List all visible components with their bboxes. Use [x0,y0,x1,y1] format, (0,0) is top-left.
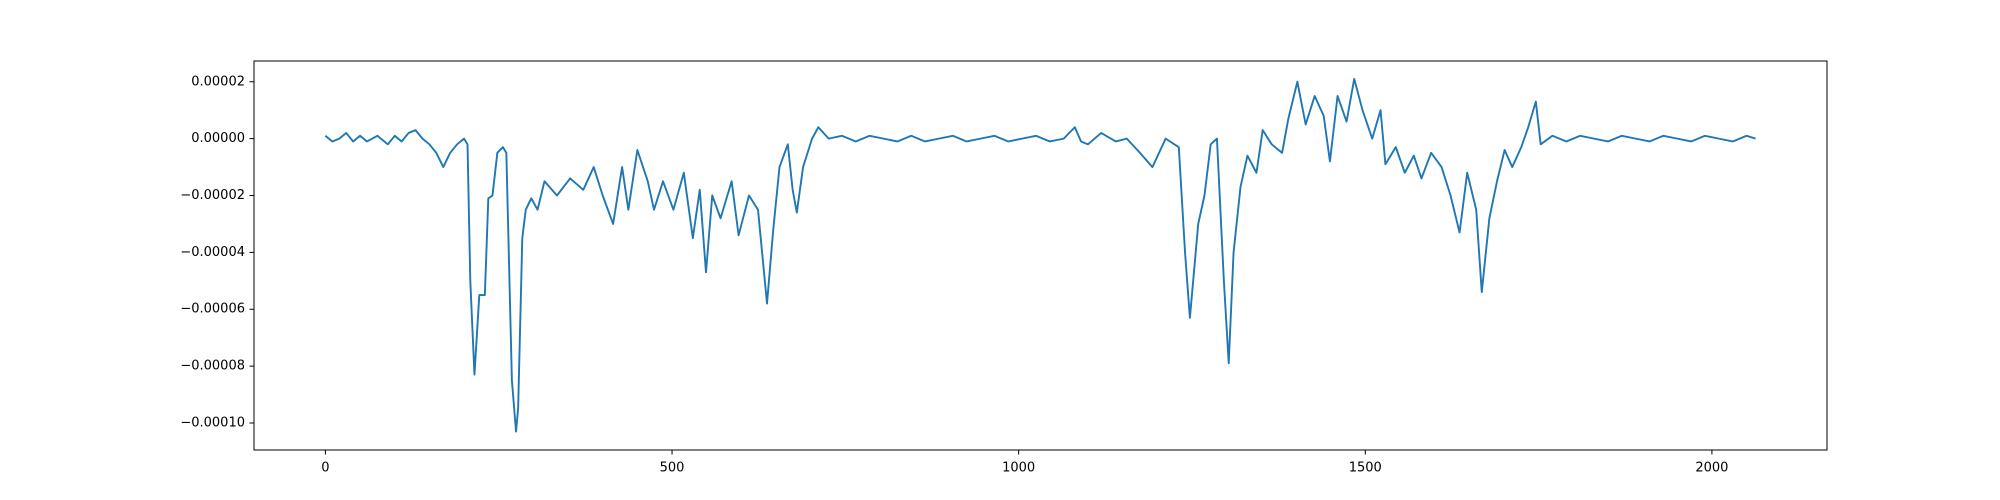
x-tick-label: 0 [321,461,329,476]
y-tick-label: 0.00000 [191,131,245,146]
y-tick-label: −0.00010 [180,415,245,430]
y-tick-label: −0.00002 [180,188,245,203]
y-tick-label: −0.00008 [180,359,245,374]
data-line [324,77,1756,433]
y-tick-label: −0.00004 [180,245,245,260]
x-tick-label: 1000 [1002,461,1035,476]
plot-frame [253,60,1828,451]
y-tick-label: 0.00002 [191,74,245,89]
x-tick-label: 1500 [1349,461,1382,476]
x-tick-label: 500 [660,461,685,476]
x-tick-label: 2000 [1695,461,1728,476]
y-tick-label: −0.00006 [180,302,245,317]
